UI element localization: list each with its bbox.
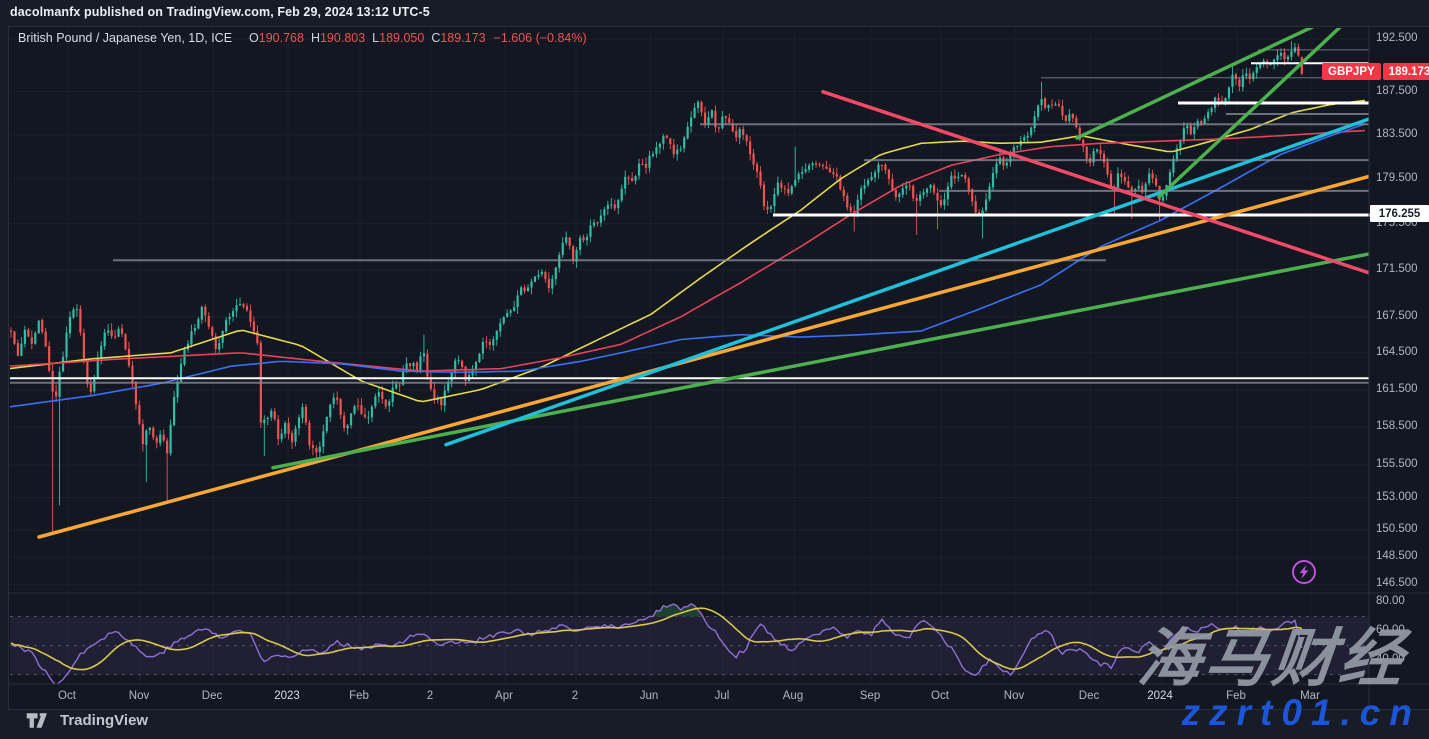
ohlc-values: O190.768 H190.803 L189.050 C189.173 — [242, 31, 486, 45]
ohlc-key: L — [372, 31, 380, 45]
time-axis-label: Feb — [1226, 690, 1246, 702]
level-price-badge: 176.255 — [1370, 205, 1429, 222]
rsi-axis-label: 40.00 — [1376, 653, 1405, 665]
lightning-icon — [1299, 565, 1309, 579]
time-axis-label: 2 — [571, 690, 579, 702]
trendlines — [37, 28, 1369, 539]
time-axis-label: Dec — [1078, 690, 1100, 702]
last-price-badge: GBPJPY 189.173 — [1322, 63, 1429, 80]
time-axis-label: Oct — [58, 690, 76, 702]
publish-info: dacolmanfx published on TradingView.com,… — [10, 5, 430, 19]
trend-green-steep-b — [1157, 28, 1342, 199]
ohlc-val: 189.050 — [379, 31, 425, 45]
support-green-long — [271, 252, 1369, 470]
time-axis-label: Nov — [128, 690, 150, 702]
last-price-symbol: GBPJPY — [1322, 63, 1381, 80]
chart-panel[interactable] — [8, 26, 1429, 711]
price-axis-label: 187.500 — [1376, 85, 1418, 97]
ma-red — [10, 129, 1366, 372]
moving-averages — [10, 99, 1366, 408]
channel-cyan — [444, 117, 1369, 447]
rsi-ma-line — [10, 607, 1303, 671]
rsi-axis-label: 60.00 — [1376, 624, 1405, 636]
price-axis-label: 171.500 — [1376, 263, 1418, 275]
price-axis-label: 179.500 — [1376, 172, 1418, 184]
ohlc-key: O — [249, 31, 259, 45]
rsi-axis-label: 80.00 — [1376, 595, 1405, 607]
trend-green-steep-a — [1075, 28, 1315, 140]
price-axis-label: 158.500 — [1376, 420, 1418, 432]
price-axis-label: 164.500 — [1376, 346, 1418, 358]
tradingview-logo-icon — [26, 713, 47, 728]
time-axis-label: Apr — [495, 690, 513, 702]
price-axis-label: 183.500 — [1376, 128, 1418, 140]
change-value: −1.606 (−0.84%) — [493, 31, 587, 45]
time-axis-label: Feb — [349, 690, 369, 702]
symbol-title: British Pound / Japanese Yen, 1D, ICE — [18, 31, 233, 45]
time-axis-label: Mar — [1300, 690, 1320, 702]
grid-lines — [10, 28, 1369, 684]
support-orange — [37, 174, 1369, 539]
time-axis-label: 2024 — [1147, 690, 1173, 702]
time-axis-label: Nov — [1003, 690, 1025, 702]
price-axis-label: 155.500 — [1376, 458, 1418, 470]
last-price-value: 189.173 — [1382, 63, 1429, 80]
price-axis-label: 148.500 — [1376, 550, 1418, 562]
ohlc-val: 190.803 — [319, 31, 366, 45]
price-axis-label: 167.500 — [1376, 310, 1418, 322]
time-axis-label: Aug — [782, 690, 804, 702]
time-axis-label: Dec — [201, 690, 223, 702]
time-axis-label: Oct — [931, 690, 949, 702]
pane-separators — [9, 27, 1429, 711]
time-axis-label: Jul — [714, 690, 730, 702]
symbol-legend: British Pound / Japanese Yen, 1D, ICE O19… — [18, 31, 587, 45]
time-axis-label: Sep — [859, 690, 881, 702]
price-axis-label: 192.500 — [1376, 32, 1418, 44]
rsi-line — [10, 602, 1303, 684]
price-axis-label: 153.000 — [1376, 491, 1418, 503]
candles — [10, 41, 1303, 533]
ma-blue — [10, 123, 1366, 408]
resistance-pink — [821, 90, 1369, 275]
tradingview-attribution[interactable]: TradingView — [26, 712, 148, 729]
ohlc-key: H — [310, 31, 320, 45]
rsi-pane — [10, 602, 1369, 684]
time-axis-label: 2023 — [274, 690, 300, 702]
ohlc-key: C — [431, 31, 441, 45]
price-axis-label: 146.500 — [1376, 577, 1418, 589]
time-axis-label: 2 — [426, 690, 434, 702]
price-axis-label: 161.500 — [1376, 383, 1418, 395]
price-axis-label: 150.500 — [1376, 523, 1418, 535]
ohlc-val: 190.768 — [258, 31, 304, 45]
ohlc-val: 189.173 — [440, 31, 486, 45]
boost-button[interactable] — [1292, 560, 1316, 584]
sr-levels — [10, 49, 1429, 384]
tradingview-brand-text: TradingView — [60, 712, 149, 729]
time-axis-label: Jun — [639, 690, 659, 702]
ma-yellow — [10, 99, 1366, 403]
